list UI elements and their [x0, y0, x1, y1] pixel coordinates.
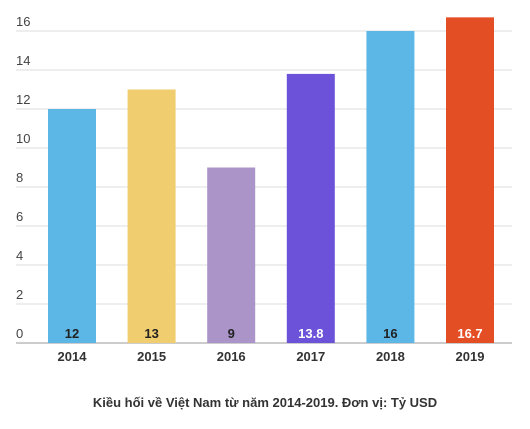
y-tick-label: 0 — [16, 326, 23, 341]
bar-value-label: 16 — [383, 326, 397, 341]
y-tick-label: 12 — [16, 92, 30, 107]
chart-caption: Kiều hối về Việt Nam từ năm 2014-2019. Đ… — [93, 395, 437, 410]
y-tick-label: 6 — [16, 209, 23, 224]
y-tick-label: 8 — [16, 170, 23, 185]
bar-value-label: 16.7 — [457, 326, 482, 341]
bars — [48, 17, 494, 344]
y-tick-label: 10 — [16, 131, 30, 146]
gridlines — [16, 30, 512, 344]
bar-value-label: 13 — [144, 326, 158, 341]
x-tick-label: 2017 — [296, 349, 325, 364]
bar-2015 — [127, 89, 176, 343]
bar-2019 — [446, 17, 494, 343]
x-tick-label: 2019 — [456, 349, 485, 364]
y-tick-label: 4 — [16, 248, 23, 263]
x-axis-ticks: 2014 2015 2016 2017 2018 2019 — [58, 349, 485, 364]
bar-value-label: 12 — [65, 326, 79, 341]
bar-2016 — [207, 167, 256, 343]
x-tick-label: 2014 — [58, 349, 88, 364]
bar-2018 — [366, 31, 415, 343]
y-tick-label: 16 — [16, 14, 30, 29]
x-tick-label: 2018 — [376, 349, 405, 364]
bar-value-label: 13.8 — [298, 326, 323, 341]
y-axis-ticks: 0 2 4 6 8 10 12 14 16 — [16, 14, 30, 341]
bar-2017 — [286, 73, 335, 344]
y-tick-label: 14 — [16, 53, 30, 68]
x-tick-label: 2015 — [137, 349, 166, 364]
y-tick-label: 2 — [16, 287, 23, 302]
x-tick-label: 2016 — [217, 349, 246, 364]
bar-value-labels: 12 13 9 13.8 16 16.7 — [65, 326, 483, 341]
bar-value-label: 9 — [228, 326, 235, 341]
bar-2014 — [48, 109, 96, 343]
